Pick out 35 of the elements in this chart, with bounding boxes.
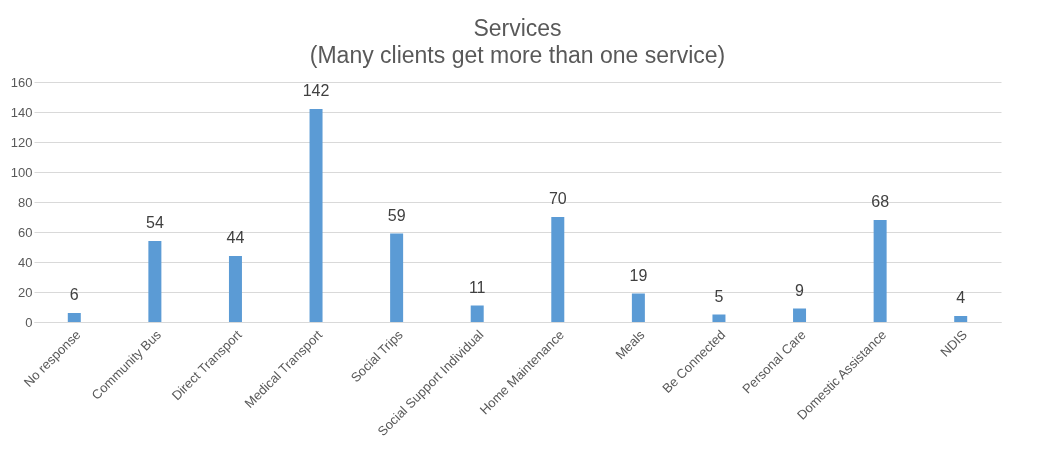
data-label: 6 xyxy=(69,286,79,303)
y-tick-label: 20 xyxy=(18,284,33,300)
chart-subtitle: (Many clients get more than one service) xyxy=(309,42,726,68)
bar xyxy=(228,256,242,322)
bar xyxy=(873,220,887,322)
bar xyxy=(148,241,162,322)
data-label: 4 xyxy=(956,289,966,306)
data-label: 9 xyxy=(795,281,805,299)
y-tick-label: 120 xyxy=(10,134,33,150)
bar xyxy=(470,305,484,322)
y-tick-label: 160 xyxy=(10,74,33,90)
data-label: 142 xyxy=(302,82,330,99)
data-label: 59 xyxy=(387,206,406,224)
data-label: 70 xyxy=(548,190,567,207)
y-tick-label: 140 xyxy=(10,104,33,120)
data-label: 54 xyxy=(145,214,164,231)
data-label: 19 xyxy=(629,266,648,284)
y-tick-label: 40 xyxy=(18,254,33,270)
data-label: 68 xyxy=(871,193,890,210)
bar xyxy=(309,109,323,322)
bar xyxy=(631,293,645,322)
y-tick-label: 0 xyxy=(25,314,33,330)
y-tick-label: 60 xyxy=(18,224,33,240)
bar xyxy=(551,217,565,322)
data-label: 44 xyxy=(226,229,245,246)
bar xyxy=(390,233,404,322)
bar xyxy=(67,313,81,322)
bar xyxy=(954,316,968,322)
y-tick-label: 80 xyxy=(18,194,33,210)
chart-title: Services xyxy=(473,15,562,41)
data-label: 5 xyxy=(714,287,724,305)
y-tick-label: 100 xyxy=(10,164,33,180)
data-label: 11 xyxy=(468,278,486,296)
bar xyxy=(793,308,807,322)
bar xyxy=(712,314,726,322)
